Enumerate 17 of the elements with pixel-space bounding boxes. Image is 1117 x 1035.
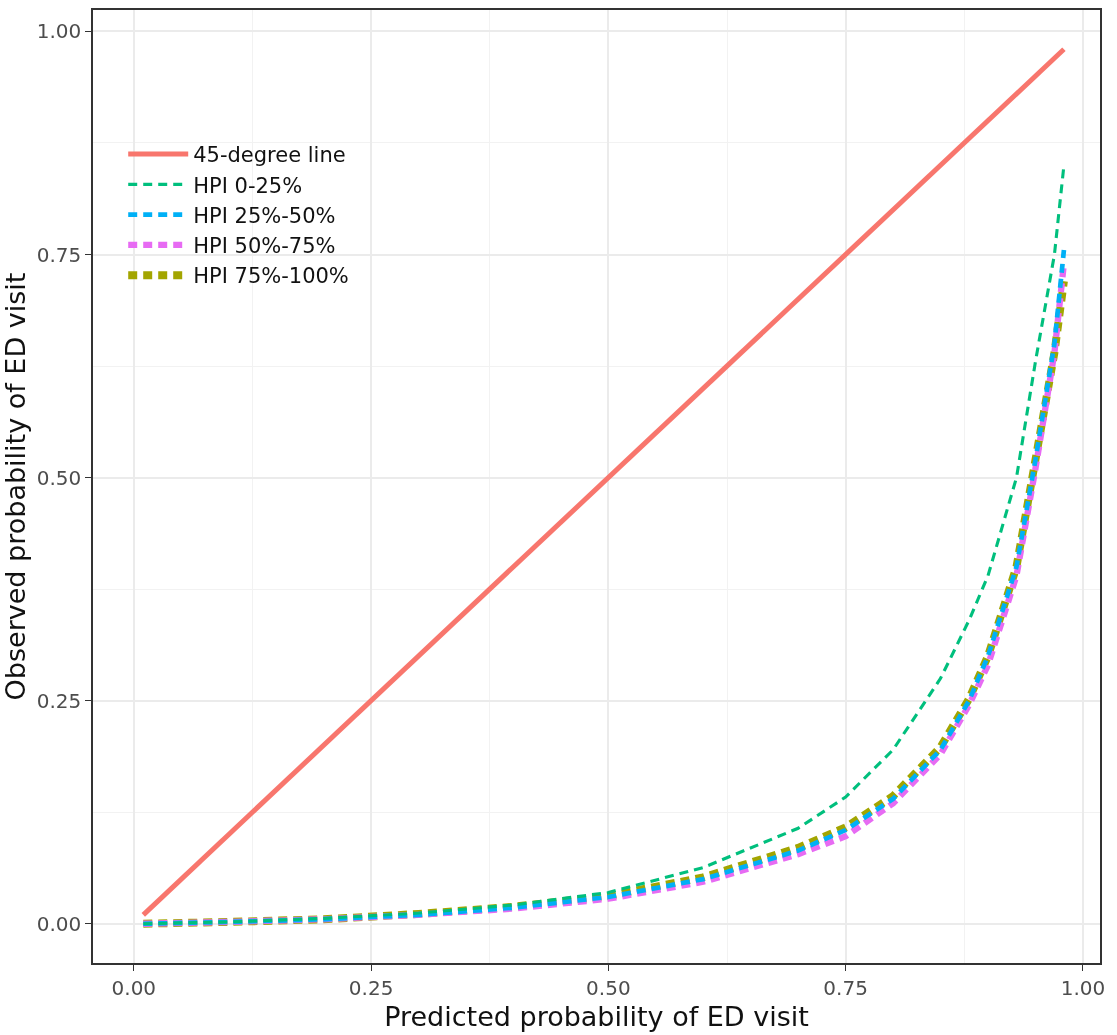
x-tick-label: 0.25	[348, 975, 394, 1000]
y-tick-label: 1.00	[36, 19, 82, 44]
x-axis-title: Predicted probability of ED visit	[384, 1000, 809, 1032]
x-tick-label: 0.50	[586, 975, 631, 1000]
legend-label: HPI 75%-100%	[193, 264, 349, 289]
x-tick-label: 1.00	[1060, 975, 1106, 1000]
x-tick-label: 0.00	[111, 975, 157, 1000]
legend-label: HPI 0-25%	[193, 173, 303, 198]
y-tick-label: 0.00	[36, 911, 82, 936]
y-axis-title: Observed probability of ED visit	[0, 272, 31, 701]
y-tick-label: 0.50	[36, 465, 82, 490]
y-tick-label: 0.25	[36, 688, 82, 713]
legend-label: HPI 50%-75%	[193, 234, 336, 259]
y-tick-label: 0.75	[36, 242, 82, 267]
x-tick-label: 0.75	[823, 975, 868, 1000]
legend-label: HPI 25%-50%	[193, 203, 336, 228]
legend-label: 45-degree line	[193, 143, 346, 168]
